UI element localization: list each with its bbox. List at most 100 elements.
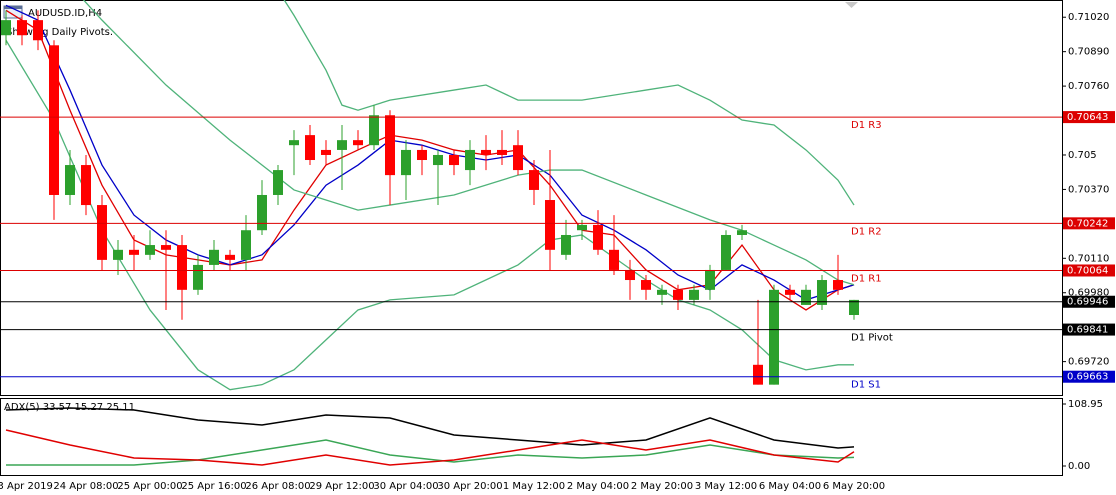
candle-body [497, 149, 507, 155]
x-tick-label: 30 Apr 04:00 [373, 481, 438, 492]
candle-body [401, 149, 411, 176]
x-tick-label: 3 May 12:00 [695, 481, 757, 492]
candle-body [65, 165, 75, 195]
candle-body [113, 249, 123, 260]
candle-body [161, 245, 171, 250]
candle-body [593, 224, 603, 250]
candle-body [625, 269, 635, 281]
y-tick-label: 108.95 [1068, 399, 1103, 410]
price-box [1063, 295, 1115, 308]
candle-body [753, 364, 763, 385]
price-box-label: 0.69841 [1067, 325, 1108, 336]
indicator-line [5, 407, 855, 449]
candle-body [225, 254, 235, 260]
candle-body [193, 264, 203, 290]
candle-body [689, 289, 699, 300]
candle-body [785, 289, 795, 295]
candle-body [353, 140, 363, 146]
indicator-line [5, 429, 855, 466]
candle-body [769, 289, 779, 385]
x-tick-label: 1 May 12:00 [503, 481, 565, 492]
candle-body [609, 249, 619, 270]
price-box [1063, 111, 1115, 124]
pane [0, 0, 1062, 391]
candle-body [705, 269, 715, 290]
candle-body [17, 20, 27, 36]
candle-body [849, 299, 859, 315]
icon-bar [4, 6, 22, 9]
candle-body [465, 149, 475, 171]
price-box [1063, 370, 1115, 383]
candle-body [561, 234, 571, 255]
candle-body [513, 145, 523, 171]
candle-body [209, 249, 219, 265]
y-tick-label: 0.71020 [1068, 12, 1109, 23]
main-pane-frame [0, 0, 1063, 396]
pivot-label: D1 R3 [851, 120, 882, 131]
pivot-label: D1 S1 [851, 380, 881, 391]
scroll-marker [845, 2, 858, 8]
candle-body [817, 280, 827, 305]
last-price-label: 0.69946 [1067, 297, 1108, 308]
x-tick-label: 2 May 04:00 [567, 481, 629, 492]
pivot-label: D1 R2 [851, 226, 882, 237]
candle-body [177, 245, 187, 290]
x-tick-label: 2 May 20:00 [631, 481, 693, 492]
x-tick-label: 25 Apr 00:00 [117, 481, 182, 492]
candle-body [241, 230, 251, 260]
y-tick-label: 0.70760 [1068, 81, 1109, 92]
price-box-label: 0.69663 [1067, 372, 1108, 383]
candle-body [81, 165, 91, 206]
price-box [1063, 323, 1115, 336]
candle-body [641, 280, 651, 290]
candle-body [417, 149, 427, 161]
price-box-label: 0.70242 [1067, 218, 1108, 229]
candle-body [529, 170, 539, 190]
pane [5, 407, 855, 466]
candle-body [801, 289, 811, 305]
price-box [1063, 217, 1115, 230]
candle-body [433, 154, 443, 166]
x-tick-label: 26 Apr 08:00 [245, 481, 310, 492]
y-tick-label: 0.70110 [1068, 253, 1109, 264]
x-tick-label: 24 Apr 08:00 [53, 481, 118, 492]
candle-body [385, 115, 395, 176]
x-tick-label: 23 Apr 2019 [0, 481, 53, 492]
y-tick-label: 0.705 [1068, 150, 1097, 161]
x-tick-label: 29 Apr 12:00 [309, 481, 374, 492]
price-box-label: 0.70643 [1067, 112, 1108, 123]
candle-body [369, 115, 379, 146]
candle-body [97, 205, 107, 260]
chart-title: AUDUSD.ID,H4 [28, 8, 102, 19]
candle-body [577, 224, 587, 231]
candle-body [673, 289, 683, 300]
x-tick-label: 6 May 20:00 [823, 481, 885, 492]
candle-body [33, 20, 43, 41]
candle-body [737, 230, 747, 235]
y-tick-label: 0.70890 [1068, 47, 1109, 58]
y-tick-label: 0.70370 [1068, 184, 1109, 195]
candle-body [833, 280, 843, 290]
indicator-line [283, 0, 855, 206]
x-tick-label: 30 Apr 20:00 [437, 481, 502, 492]
candle-body [481, 149, 491, 155]
price-box-label: 0.70064 [1067, 265, 1108, 276]
candle-body [289, 140, 299, 146]
candle-body [337, 140, 347, 150]
candle-body [257, 194, 267, 231]
candle-body [49, 45, 59, 195]
candle-body [129, 249, 139, 255]
candle-body [145, 245, 155, 255]
candle-body [321, 149, 331, 155]
candle-body [1, 20, 11, 36]
candle-body [721, 234, 731, 270]
adx-pane-frame [0, 398, 1063, 476]
candle-body [545, 200, 555, 250]
candle-body [305, 135, 315, 161]
candle-body [657, 289, 667, 295]
y-tick-label: 0.69720 [1068, 357, 1109, 368]
x-tick-label: 25 Apr 16:00 [181, 481, 246, 492]
y-tick-label: 0.00 [1068, 461, 1090, 472]
y-tick-label: 0.69980 [1068, 288, 1109, 299]
